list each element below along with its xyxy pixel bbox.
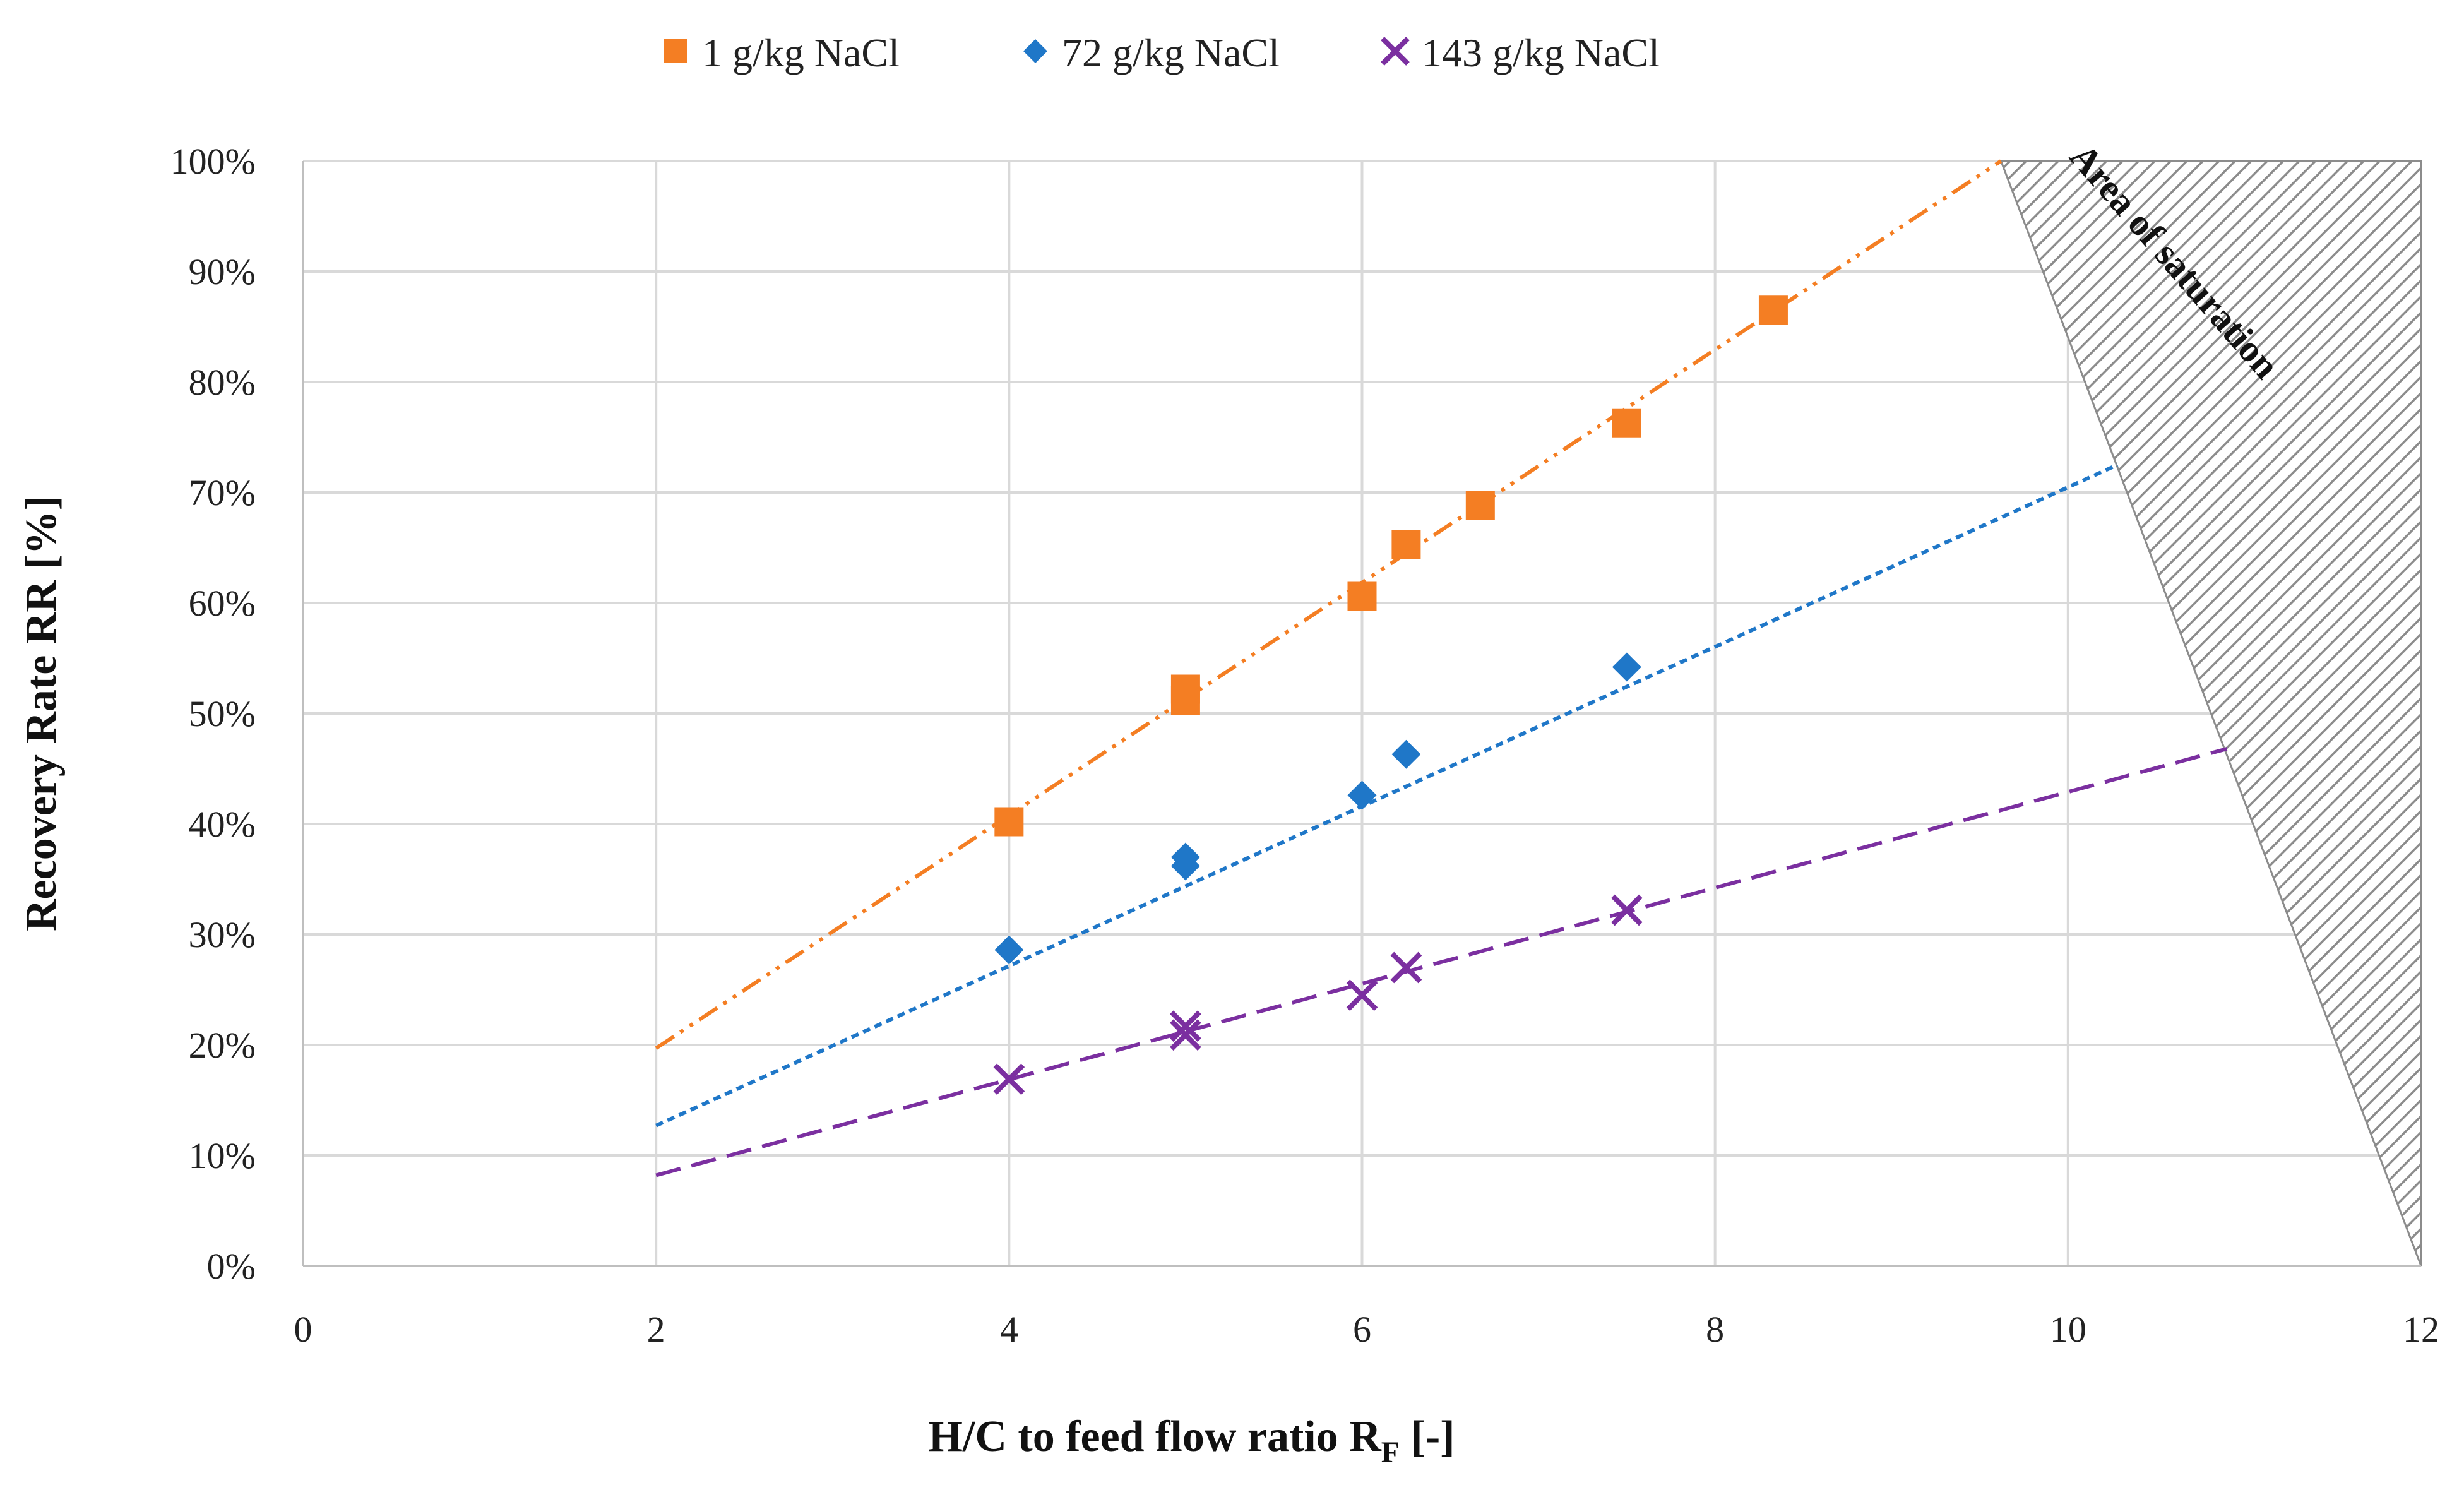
legend-label-2: 143 g/kg NaCl	[1422, 30, 1660, 75]
data-point-series-2-2-stroke-b	[1170, 1010, 1201, 1042]
legend-label-0: 1 g/kg NaCl	[702, 30, 900, 75]
legend-marker-0	[664, 39, 687, 63]
data-point-series-2-3-stroke-b	[1346, 979, 1378, 1011]
data-point-series-1-2	[1170, 842, 1200, 872]
data-point-series-2-5	[1611, 894, 1643, 926]
data-point-series-2-1	[1170, 1019, 1201, 1051]
legend-label-1: 72 g/kg NaCl	[1062, 30, 1280, 75]
trendlines	[655, 159, 2228, 1178]
data-point-series-2-3	[1346, 979, 1378, 1011]
data-point-series-2-0-stroke-b	[993, 1063, 1025, 1095]
data-point-series-2-4	[1390, 951, 1422, 984]
y-tick-label-0: 0%	[207, 1246, 256, 1287]
x-axis-title-main: H/C to feed flow ratio R	[928, 1412, 1382, 1461]
data-point-series-2-1-stroke-b	[1170, 1019, 1201, 1051]
saturation-area-polygon	[1999, 160, 2422, 1267]
x-axis-title: H/C to feed flow ratio RF [-]	[928, 1412, 1455, 1469]
axes	[302, 161, 2421, 1267]
data-point-series-1-3	[1347, 780, 1377, 810]
x-axis-title-subscript: F	[1381, 1436, 1400, 1469]
data-point-series-2-2	[1170, 1010, 1201, 1042]
x-tick-label-3: 6	[1353, 1309, 1371, 1350]
y-tick-label-1: 10%	[189, 1135, 256, 1176]
x-tick-label-2: 4	[1000, 1309, 1018, 1350]
legend-marker-1	[1023, 39, 1047, 63]
x-tick-label-0: 0	[294, 1309, 312, 1350]
y-tick-label-2: 20%	[189, 1025, 256, 1066]
y-tick-label-7: 70%	[189, 472, 256, 513]
legend: 1 g/kg NaCl 72 g/kg NaCl 143 g/kg NaCl	[664, 30, 1660, 75]
data-point-series-1-4	[1391, 739, 1421, 769]
x-tick-label-5: 10	[2050, 1309, 2086, 1350]
data-point-series-2-5-stroke-b	[1611, 894, 1643, 926]
y-axis-title: Recovery Rate RR [%]	[17, 496, 66, 931]
tick-labels: 0% 10% 20% 30% 40% 50% 60% 70% 80% 90% 100% 0 2 4 6 8 10…	[170, 141, 2439, 1350]
y-tick-label-8: 80%	[189, 362, 256, 403]
data-point-series-0-7	[1758, 295, 1788, 325]
data-point-series-2-0	[993, 1063, 1025, 1095]
y-tick-label-9: 90%	[189, 251, 256, 292]
data-point-series-1-5	[1612, 652, 1641, 682]
data-point-series-0-5	[1465, 491, 1495, 520]
data-markers	[993, 295, 1788, 1095]
data-point-series-1-0	[994, 935, 1024, 965]
x-tick-label-1: 2	[647, 1309, 665, 1350]
trendline-series-1	[655, 463, 2119, 1128]
trendline-series-2	[655, 747, 2228, 1178]
y-tick-label-10: 100%	[170, 141, 256, 182]
data-point-series-0-4	[1391, 530, 1421, 559]
trendline-series-0	[655, 159, 2003, 1050]
data-point-series-0-6	[1612, 408, 1641, 438]
data-point-series-0-2	[1170, 674, 1200, 704]
x-tick-label-6: 12	[2403, 1309, 2439, 1350]
data-point-series-0-0	[994, 807, 1024, 837]
x-tick-label-4: 8	[1706, 1309, 1724, 1350]
x-axis-title-suffix: [-]	[1400, 1412, 1455, 1461]
y-tick-label-4: 40%	[189, 804, 256, 845]
y-tick-label-6: 60%	[189, 583, 256, 624]
legend-marker-2	[1381, 37, 1410, 66]
saturation-area: Area of saturation	[1999, 136, 2422, 1267]
data-point-series-2-4-stroke-b	[1390, 951, 1422, 984]
data-point-series-0-3	[1347, 581, 1377, 611]
y-tick-label-5: 50%	[189, 693, 256, 734]
legend-marker-2-stroke-b	[1381, 37, 1410, 66]
y-tick-label-3: 30%	[189, 914, 256, 955]
